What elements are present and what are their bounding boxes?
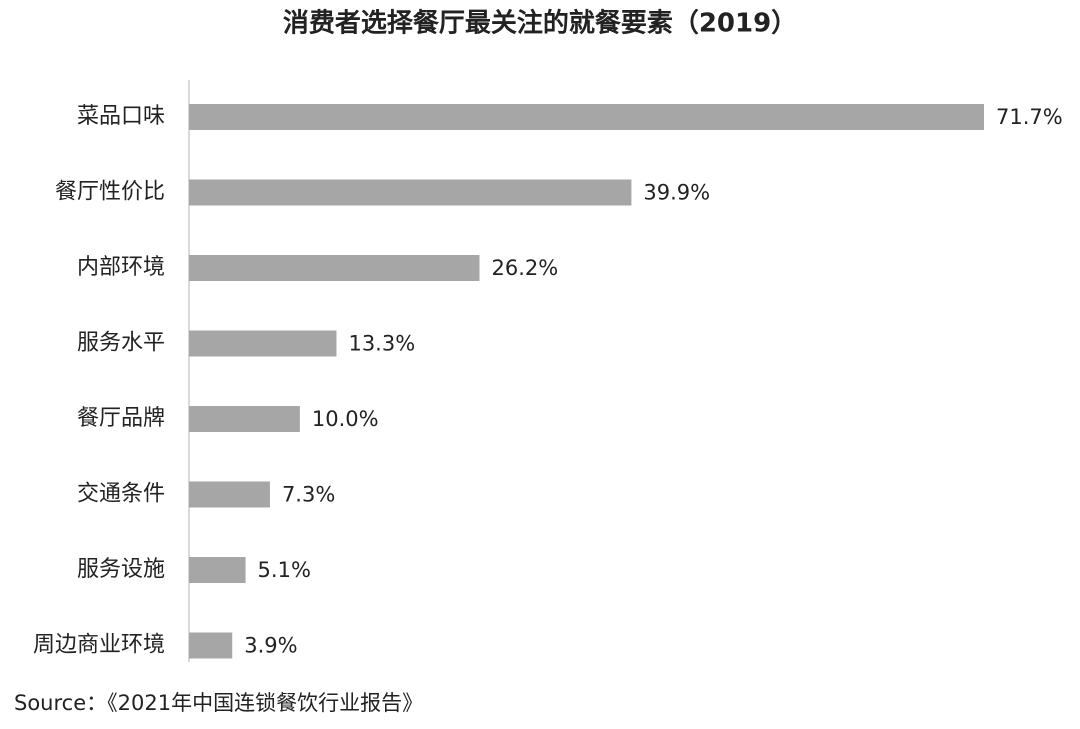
chart-title: 消费者选择餐厅最关注的就餐要素（2019） <box>283 8 797 39</box>
category-label: 餐厅品牌 <box>77 406 165 431</box>
category-label: 菜品口味 <box>77 104 165 129</box>
value-label: 10.0% <box>312 407 379 431</box>
category-label: 周边商业环境 <box>33 633 165 658</box>
category-label: 餐厅性价比 <box>55 180 165 205</box>
bar <box>189 557 246 583</box>
bar <box>189 632 233 659</box>
value-label: 13.3% <box>348 332 415 356</box>
value-label: 26.2% <box>492 256 559 280</box>
category-label: 服务设施 <box>77 557 165 582</box>
bar <box>189 104 984 130</box>
category-label: 交通条件 <box>77 482 165 507</box>
value-label: 7.3% <box>282 483 335 507</box>
value-label: 71.7% <box>996 105 1063 129</box>
category-label: 内部环境 <box>77 255 165 280</box>
bar <box>189 255 480 281</box>
bar <box>189 330 337 357</box>
bar <box>189 481 270 508</box>
bar <box>189 179 632 206</box>
value-label: 3.9% <box>244 634 297 658</box>
category-label: 服务水平 <box>77 331 165 356</box>
bar <box>189 406 300 432</box>
value-label: 39.9% <box>643 181 710 205</box>
value-label: 5.1% <box>258 558 311 582</box>
source: Source：《2021年中国连锁餐饮行业报告》 <box>14 691 423 715</box>
